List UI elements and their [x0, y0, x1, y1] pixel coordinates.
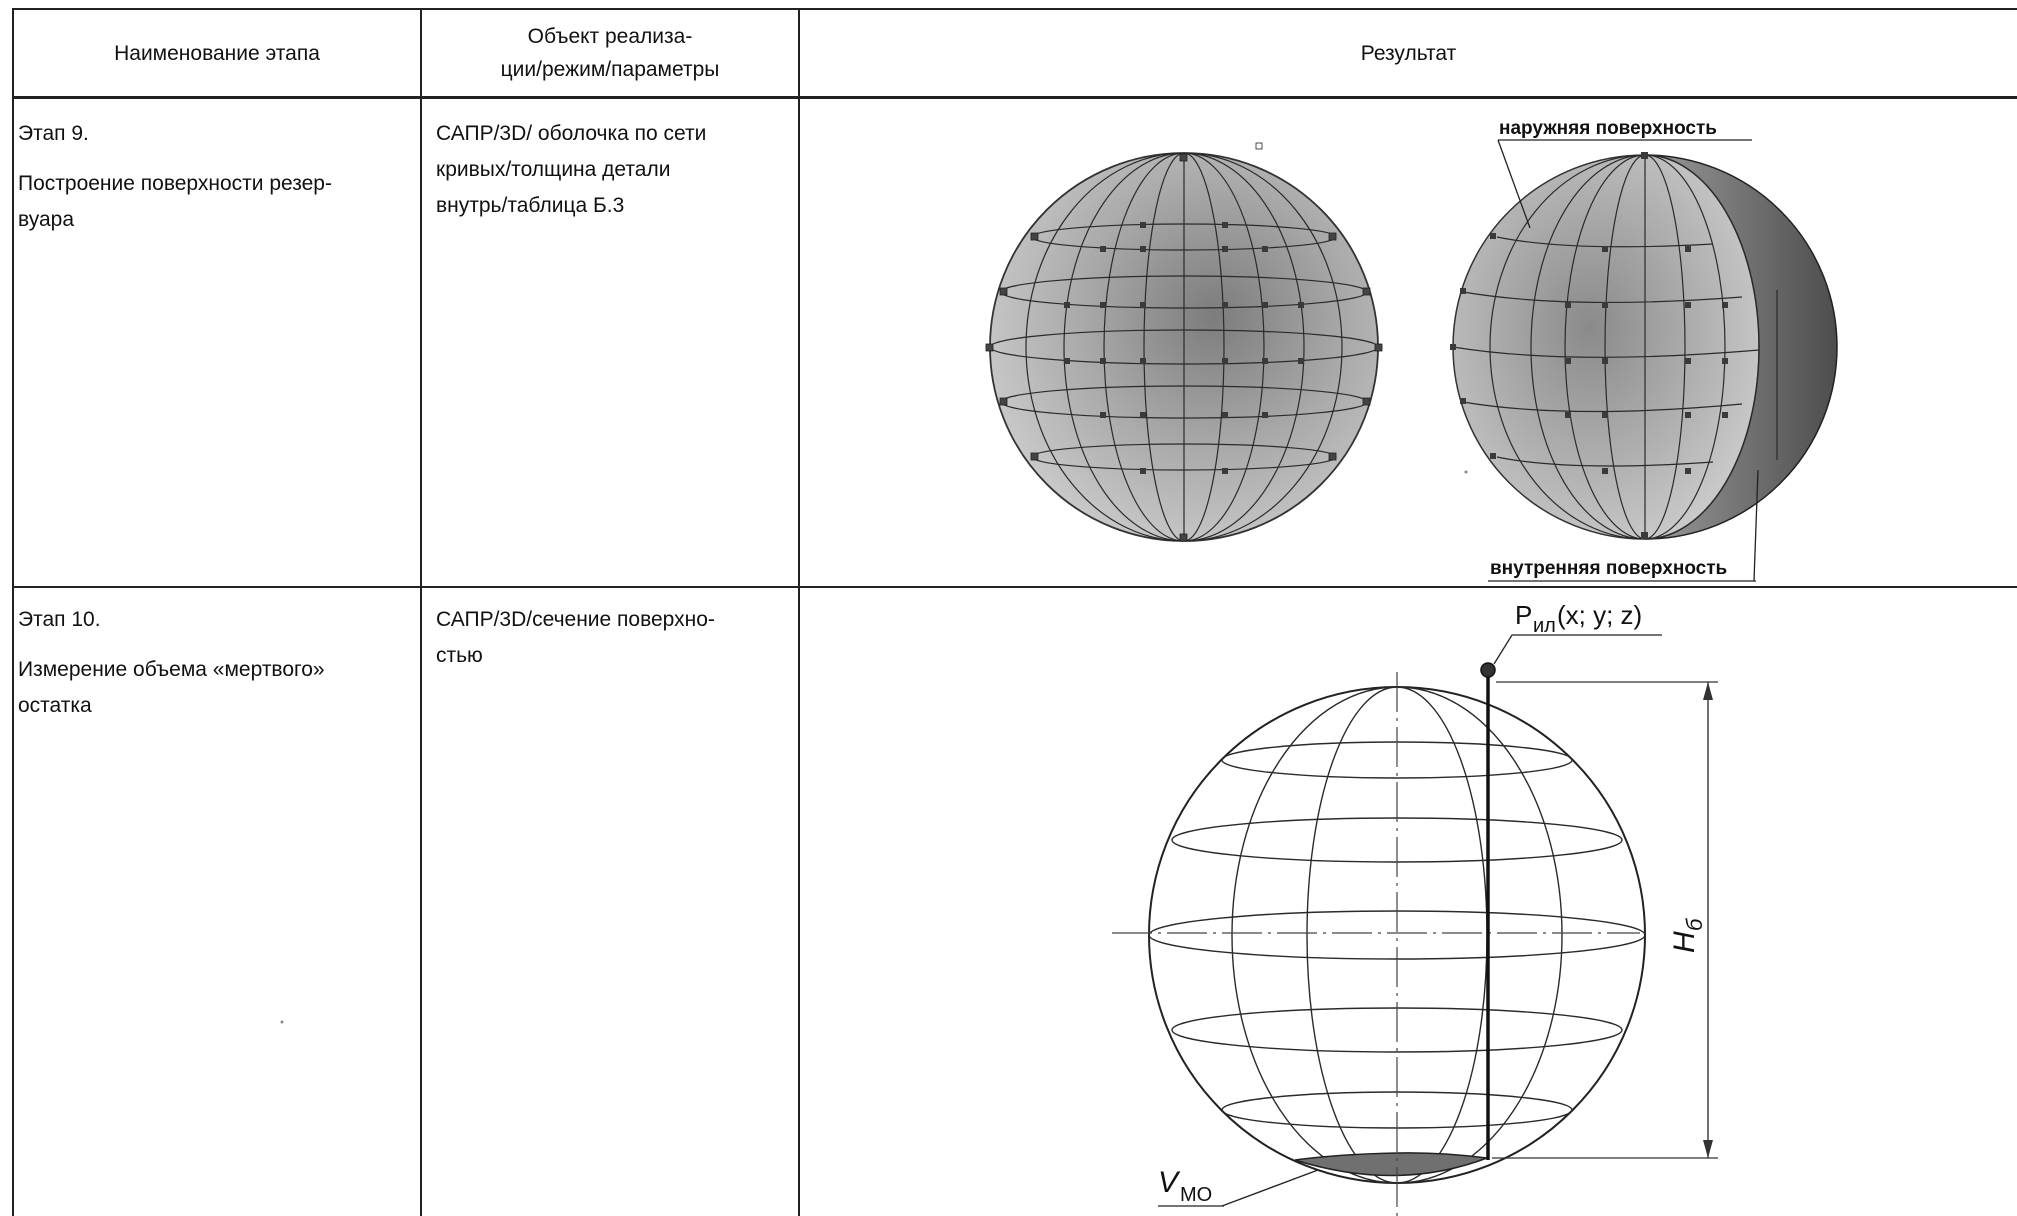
header-object-line-2: ции/режим/параметры [500, 58, 720, 81]
row-9-name-line-1: Построение поверхности резер- [18, 172, 332, 195]
sphere-shell-figure: наружняя поверхность внутренняя поверхно… [1450, 118, 1838, 582]
height-label-symbol: H [1668, 931, 1701, 953]
row-9-name-line-2: вуара [18, 208, 74, 231]
row-divider [12, 586, 2017, 588]
row-9-stage-label: Этап 9. [18, 122, 89, 145]
dead-volume-figure: P ил (x; y; z) H б V MO [1112, 600, 1718, 1216]
header-bottom-border [12, 96, 2017, 99]
row-10-stage-label: Этап 10. [18, 608, 101, 631]
header-object: Объект реализа- ции/режим/параметры [422, 10, 798, 96]
row-9-params-line-1: САПР/3D/ оболочка по сети [436, 122, 707, 145]
table-top-border [12, 8, 2017, 10]
volume-label-symbol: V [1158, 1166, 1181, 1199]
inner-surface-label: внутренняя поверхность [1490, 558, 1727, 579]
outer-surface-label: наружняя поверхность [1499, 118, 1717, 139]
row-10-name-line-2: остатка [18, 694, 92, 717]
row-10-name-line-1: Измерение объема «мертвого» [18, 658, 325, 681]
header-stage-name-text: Наименование этапа [114, 41, 320, 65]
row-10-params-cell: САПР/3D/сечение поверхно- стью [436, 602, 715, 674]
header-object-line-1: Объект реализа- [527, 25, 693, 48]
point-label-coordinates: (x; y; z) [1557, 600, 1642, 630]
point-label-symbol: P [1515, 600, 1532, 630]
row-9-params-line-3: внутрь/таблица Б.3 [436, 194, 625, 217]
row-9-params-cell: САПР/3D/ оболочка по сети кривых/толщина… [436, 116, 706, 224]
row-9-params-line-2: кривых/толщина детали [436, 158, 671, 181]
row-10-stage-cell: Этап 10. Измерение объема «мертвого» ост… [18, 602, 325, 724]
header-stage-name: Наименование этапа [14, 10, 420, 96]
column-divider-2 [798, 8, 800, 1216]
volume-label-subscript: MO [1180, 1184, 1212, 1206]
row-9-stage-cell: Этап 9. Построение поверхности резер- ву… [18, 116, 332, 238]
point-label-subscript: ил [1533, 615, 1556, 637]
height-label-subscript: б [1682, 917, 1707, 931]
row-10-params-line-1: САПР/3D/сечение поверхно- [436, 608, 715, 631]
column-divider-1 [420, 8, 422, 1216]
sphere-mesh-figure [985, 142, 1383, 542]
header-result: Результат [800, 10, 2017, 96]
header-result-text: Результат [1360, 41, 1457, 65]
row-10-params-line-2: стью [436, 644, 483, 667]
table-left-border [12, 8, 14, 1216]
